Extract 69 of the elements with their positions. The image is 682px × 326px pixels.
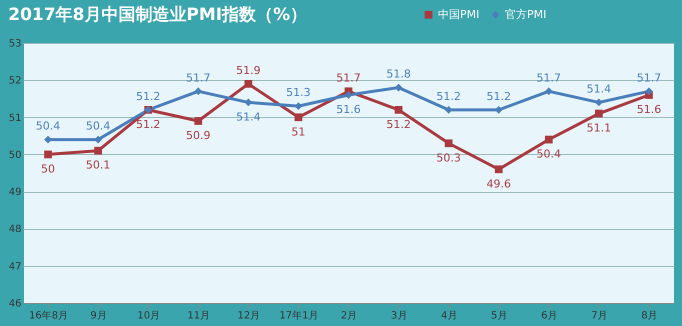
data-label: 51.4 (586, 82, 612, 96)
point (394, 84, 402, 92)
data-label: 51.2 (386, 118, 411, 131)
x-tick-label: 6月 (541, 310, 558, 322)
data-label: 50.4 (36, 120, 60, 133)
data-label: 51.1 (586, 122, 612, 135)
y-tick-label: 52 (8, 76, 22, 87)
chart-title: 2017年8月中国制造业PMI指数（%） (8, 5, 308, 25)
data-label: 51.8 (386, 68, 411, 81)
x-tick-label: 2月 (340, 310, 358, 322)
data-label: 51.6 (336, 103, 361, 116)
point (244, 98, 252, 106)
x-tick-label: 17年1月 (279, 310, 318, 322)
x-tick-label: 4月 (440, 310, 458, 322)
point (294, 102, 302, 110)
point (94, 146, 102, 155)
point (244, 80, 252, 88)
data-label: 51.2 (136, 118, 160, 131)
point (595, 98, 603, 106)
data-label: 51.6 (636, 103, 662, 116)
x-tick-label: 10月 (137, 310, 160, 322)
x-tick-label: 3月 (390, 310, 408, 322)
point (444, 139, 453, 148)
point (44, 136, 52, 144)
legend-label: 中国PMI (438, 8, 480, 21)
point (595, 110, 603, 118)
point (44, 150, 52, 158)
data-label: 50.9 (186, 129, 211, 142)
point (294, 113, 302, 122)
data-label: 51.7 (636, 71, 662, 84)
data-label: 51.7 (336, 71, 361, 84)
data-label: 50 (41, 162, 56, 176)
y-tick-label: 47 (8, 261, 22, 272)
data-label: 51.3 (286, 86, 311, 100)
data-label: 51.9 (236, 64, 261, 77)
y-tick-label: 46 (8, 298, 22, 310)
x-tick-label: 8月 (641, 310, 658, 322)
data-label: 50.1 (86, 158, 110, 172)
x-tick-label: 9月 (90, 310, 107, 322)
x-tick-label: 16年8月 (28, 310, 68, 322)
data-label: 51.2 (436, 90, 461, 103)
point (494, 165, 503, 174)
x-tick-label: 7月 (591, 310, 608, 322)
y-tick-label: 53 (8, 38, 22, 50)
x-tick-label: 11月 (187, 310, 210, 322)
point (194, 117, 202, 125)
point (544, 136, 553, 144)
data-label: 51.2 (136, 90, 160, 103)
data-label: 51.4 (236, 110, 261, 124)
y-tick-label: 49 (8, 187, 22, 198)
x-tick-label: 5月 (491, 310, 508, 322)
data-label: 51 (291, 125, 306, 138)
legend-label: 官方PMI (505, 8, 546, 21)
y-tick-label: 50 (8, 150, 22, 161)
data-label: 51.2 (486, 90, 511, 103)
data-label: 50.4 (536, 148, 562, 161)
data-label: 50.3 (436, 151, 461, 164)
data-label: 50.4 (86, 120, 110, 133)
point (394, 106, 402, 114)
data-label: 49.6 (486, 177, 511, 190)
data-label: 51.7 (536, 71, 562, 84)
x-tick-label: 12月 (237, 310, 260, 322)
point (344, 91, 352, 99)
y-tick-label: 51 (8, 112, 22, 124)
point (194, 87, 202, 96)
point (544, 87, 553, 96)
y-tick-label: 48 (8, 224, 22, 236)
data-label: 51.7 (186, 71, 211, 84)
point (645, 87, 653, 96)
